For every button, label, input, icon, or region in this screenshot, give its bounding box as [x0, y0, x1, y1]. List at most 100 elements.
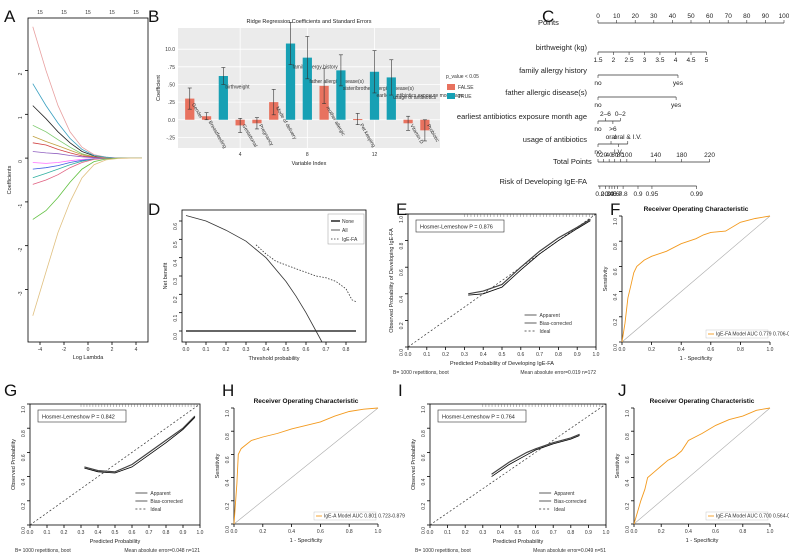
j-y-tick-label: 0.2 [625, 503, 631, 510]
f-x-tick-label: 0.6 [707, 347, 714, 353]
d-y-tick-label: 0.0 [173, 333, 179, 340]
h-y-tick-label: 0.8 [225, 433, 231, 440]
b-bar [302, 57, 312, 120]
j-x-tick-label: 0.4 [685, 529, 692, 535]
c-scale-tick-label: 70 [725, 13, 733, 20]
g-x-tick-label: 0.0 [27, 530, 34, 536]
g-x-tick-label: 0.9 [180, 530, 187, 536]
d-y-tick-label: 0.5 [173, 241, 179, 248]
b-legend-swatch [447, 93, 455, 99]
b-bar [285, 43, 296, 120]
b-bar [369, 71, 380, 120]
a-top-tick-label: 15 [109, 10, 115, 16]
b-legend-label: FALSE [458, 85, 474, 91]
d-y-tick-label: 0.6 [173, 223, 179, 230]
f-y-tick-label: 0.6 [613, 268, 619, 275]
a-x-tick-label: 4 [135, 347, 138, 353]
f-y-tick-label: 0.2 [613, 319, 619, 326]
e-x-axis-label: Predicted Probability of Developing IgE-… [450, 361, 554, 367]
c-scale-tick-label: 0.6 [610, 191, 619, 198]
g-y-tick-label: 0.2 [21, 503, 27, 510]
d-x-tick-label: 0.2 [223, 347, 230, 353]
i-line-apparent [491, 433, 580, 475]
j-title: Receiver Operating Characteristic [650, 398, 755, 405]
d-x-tick-label: 0.3 [243, 347, 250, 353]
g-ideal-line [29, 403, 201, 526]
a-y-axis-label: Coefficients [7, 165, 13, 194]
e-footer-left: B= 1000 repetitions, boot [393, 370, 449, 376]
j-y-tick-label: 0.6 [625, 456, 631, 463]
c-scale-tick-label: 40 [606, 152, 614, 159]
a-coef-path-c13 [32, 157, 142, 316]
c-scale-tick-label: 0.9 [633, 191, 642, 198]
a-coef-path-c3 [32, 83, 142, 159]
c-scale-tick-label: 4.5 [686, 57, 695, 64]
i-x-tick-label: 0.2 [462, 530, 469, 536]
panel-label-d: D [148, 200, 160, 219]
c-scale-tick-label: 10 [613, 13, 621, 20]
g-footer-left: B= 1000 repetitions, boot [15, 548, 71, 554]
j-x-tick-label: 0.8 [739, 529, 746, 535]
c-scale-tick-label: 3 [643, 57, 647, 64]
g-legend-label: Apparent [150, 491, 171, 497]
g-x-tick-label: 0.1 [44, 530, 51, 536]
panel-label-b: B [148, 7, 159, 26]
c-scale-tick-label: oral [606, 134, 617, 141]
i-hl-text: Hosmer-Lemeshow P = 0.764 [442, 415, 515, 421]
c-scale-tick-label: 0.5 [607, 191, 616, 198]
e-y-axis-label: Observed Probability of Developing IgE-F… [389, 228, 395, 333]
c-scale-tick-label: 60 [611, 152, 619, 159]
c-scale-tick-label: I.V. [614, 149, 623, 156]
e-x-tick-label: 0.7 [536, 352, 543, 358]
g-x-tick-label: 0.5 [112, 530, 119, 536]
panel-label-c: C [542, 7, 554, 26]
a-y-tick-label: 2 [18, 72, 24, 75]
b-y-tick-label: .75 [168, 65, 175, 71]
b-y-tick-label: .50 [168, 82, 175, 88]
panel-label-a: A [4, 7, 16, 26]
e-x-tick-label: 0.0 [405, 352, 412, 358]
i-y-axis-label: Observed Probability [411, 439, 417, 490]
e-x-tick-label: 0.6 [517, 352, 524, 358]
a-y-tick-label: 1 [18, 116, 24, 119]
f-roc-curve [621, 215, 771, 343]
j-x-tick-label: 0.6 [712, 529, 719, 535]
b-y-axis-label: Coefficient [156, 75, 162, 101]
c-scale-tick-label: 2–6 [600, 111, 611, 118]
i-x-tick-label: 0.3 [479, 530, 486, 536]
g-hl-text: Hosmer-Lemeshow P = 0.842 [42, 415, 115, 421]
d-legend-label: None [342, 219, 354, 225]
i-line-bias-corrected [491, 435, 580, 477]
j-diagonal [633, 407, 771, 525]
i-x-tick-label: 0.7 [550, 530, 557, 536]
e-y-tick-label: 0.4 [399, 296, 405, 303]
e-x-tick-label: 0.3 [461, 352, 468, 358]
panel-label-f: F [610, 200, 620, 219]
c-scale-tick-label: 0 [596, 152, 600, 159]
c-scale-tick-label: 80 [743, 13, 751, 20]
i-x-tick-label: 0.8 [567, 530, 574, 536]
a-x-tick-label: 0 [87, 347, 90, 353]
g-x-tick-label: 0.2 [61, 530, 68, 536]
g-y-tick-label: 0.8 [21, 430, 27, 437]
e-y-tick-label: 1.0 [399, 216, 405, 223]
d-x-tick-label: 0.0 [183, 347, 190, 353]
e-y-tick-label: 0.2 [399, 322, 405, 329]
d-y-tick-label: 0.1 [173, 314, 179, 321]
h-x-tick-label: 0.2 [259, 529, 266, 535]
c-scale-tick-label: 30 [650, 13, 658, 20]
c-scale-tick-label: no [594, 102, 602, 109]
g-x-tick-label: 0.3 [78, 530, 85, 536]
c-row-label: Risk of Developing IgE-FA [499, 177, 587, 186]
d-y-tick-label: 0.3 [173, 278, 179, 285]
b-y-tick-label: 0.0 [168, 118, 175, 124]
i-x-tick-label: 0.6 [532, 530, 539, 536]
h-legend-box [313, 511, 377, 521]
j-y-tick-label: 1.0 [625, 410, 631, 417]
f-y-tick-label: 0.4 [613, 293, 619, 300]
a-coef-path-c9 [32, 157, 142, 170]
f-legend-box [705, 329, 769, 339]
e-ideal-line [407, 213, 597, 348]
b-bar-label: family allergy history [293, 65, 339, 71]
